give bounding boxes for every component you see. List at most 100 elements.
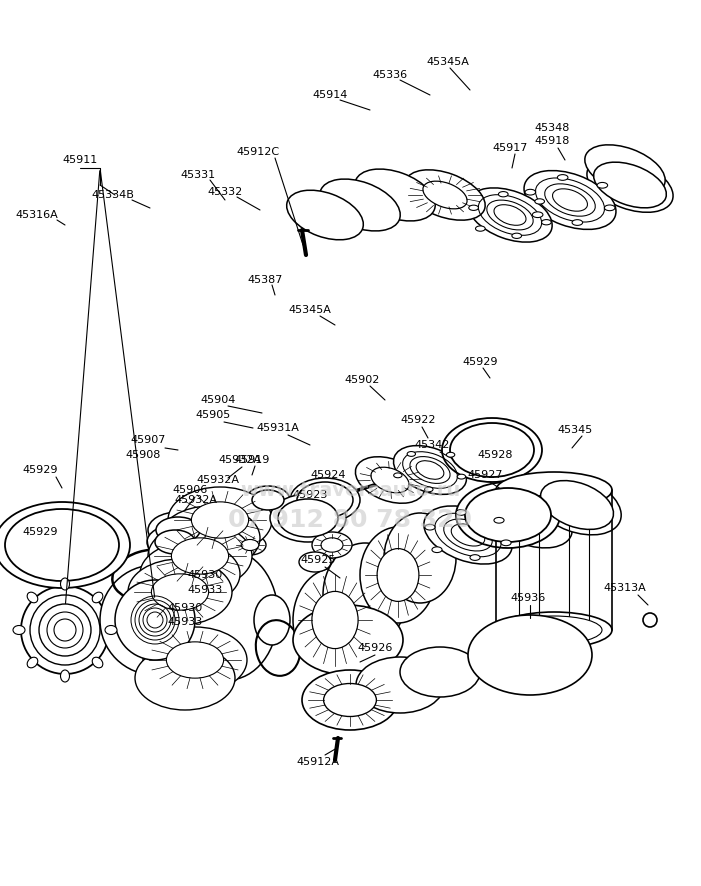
Ellipse shape: [151, 574, 209, 610]
Text: 45313A: 45313A: [604, 583, 646, 593]
Ellipse shape: [360, 527, 436, 623]
Text: 45345A: 45345A: [289, 305, 332, 315]
Ellipse shape: [393, 446, 466, 494]
Ellipse shape: [501, 540, 511, 546]
Ellipse shape: [524, 171, 616, 229]
Ellipse shape: [290, 478, 360, 522]
Text: 45918: 45918: [534, 136, 570, 146]
Ellipse shape: [470, 555, 480, 560]
Ellipse shape: [355, 457, 425, 503]
Ellipse shape: [323, 543, 407, 647]
Ellipse shape: [299, 552, 331, 572]
Text: 45929: 45929: [462, 357, 498, 367]
Text: 45917: 45917: [492, 143, 528, 153]
Ellipse shape: [115, 580, 195, 660]
Ellipse shape: [494, 517, 504, 523]
Ellipse shape: [27, 657, 38, 668]
Ellipse shape: [254, 595, 290, 645]
Ellipse shape: [533, 475, 621, 535]
Ellipse shape: [356, 657, 444, 713]
Ellipse shape: [450, 423, 534, 477]
Ellipse shape: [246, 486, 290, 514]
Text: 45331: 45331: [180, 170, 216, 180]
Text: 45316A: 45316A: [15, 210, 58, 220]
Text: 45932A: 45932A: [175, 495, 217, 505]
Ellipse shape: [400, 647, 480, 697]
Text: 45906: 45906: [172, 485, 207, 495]
Text: 45336: 45336: [372, 70, 407, 80]
Ellipse shape: [425, 525, 435, 530]
Ellipse shape: [252, 490, 284, 510]
Ellipse shape: [321, 538, 343, 552]
Ellipse shape: [278, 499, 338, 537]
Text: 45387: 45387: [247, 275, 283, 285]
Ellipse shape: [293, 605, 403, 675]
Text: 45923: 45923: [292, 490, 327, 500]
Ellipse shape: [13, 626, 25, 634]
Ellipse shape: [312, 591, 358, 649]
Text: 45932A: 45932A: [219, 455, 261, 465]
Ellipse shape: [178, 550, 278, 680]
Text: 45914: 45914: [313, 90, 348, 100]
Text: 45342: 45342: [414, 440, 449, 450]
Ellipse shape: [506, 616, 602, 644]
Ellipse shape: [469, 206, 479, 210]
Text: 45933: 45933: [187, 585, 223, 595]
Ellipse shape: [5, 509, 119, 581]
Text: 45928: 45928: [477, 450, 512, 460]
Ellipse shape: [442, 418, 542, 482]
Ellipse shape: [594, 162, 667, 208]
Text: 45919: 45919: [234, 455, 270, 465]
Ellipse shape: [423, 181, 467, 209]
Text: 45929: 45929: [22, 465, 57, 475]
Ellipse shape: [234, 535, 266, 555]
Ellipse shape: [270, 494, 346, 542]
Text: 45933: 45933: [168, 617, 203, 627]
Ellipse shape: [456, 482, 560, 548]
Ellipse shape: [585, 144, 665, 195]
Circle shape: [643, 613, 657, 627]
Ellipse shape: [432, 547, 442, 553]
Ellipse shape: [93, 657, 103, 668]
Text: 45345A: 45345A: [427, 57, 470, 67]
Ellipse shape: [297, 482, 353, 518]
Ellipse shape: [496, 472, 612, 508]
Ellipse shape: [475, 226, 485, 231]
Text: 45926: 45926: [358, 643, 393, 653]
Text: 45904: 45904: [200, 395, 236, 405]
Ellipse shape: [407, 452, 416, 456]
Text: 45931A: 45931A: [257, 423, 299, 433]
Ellipse shape: [377, 548, 419, 602]
Text: 45932A: 45932A: [196, 475, 240, 485]
Text: 45345: 45345: [557, 425, 592, 435]
Ellipse shape: [60, 578, 69, 590]
Ellipse shape: [394, 473, 402, 478]
Text: 45924: 45924: [311, 470, 346, 480]
Ellipse shape: [424, 506, 512, 564]
Ellipse shape: [160, 506, 260, 570]
Ellipse shape: [496, 612, 612, 648]
Ellipse shape: [355, 169, 435, 221]
Ellipse shape: [324, 683, 376, 717]
Ellipse shape: [465, 488, 551, 542]
Ellipse shape: [143, 627, 247, 693]
Ellipse shape: [148, 512, 208, 548]
Ellipse shape: [535, 198, 545, 204]
Ellipse shape: [312, 532, 352, 558]
Ellipse shape: [572, 220, 583, 225]
Ellipse shape: [456, 509, 466, 516]
Ellipse shape: [302, 670, 398, 730]
Ellipse shape: [512, 233, 522, 238]
Ellipse shape: [27, 592, 38, 602]
Text: 45912C: 45912C: [236, 147, 280, 157]
Ellipse shape: [532, 212, 543, 218]
Ellipse shape: [457, 474, 465, 479]
Ellipse shape: [540, 480, 613, 530]
Text: 45902: 45902: [344, 375, 380, 385]
Ellipse shape: [597, 183, 608, 188]
Ellipse shape: [105, 626, 117, 634]
Ellipse shape: [384, 513, 456, 603]
Ellipse shape: [542, 220, 551, 225]
Text: 45929: 45929: [22, 527, 57, 537]
Text: www.traversauto.ru: www.traversauto.ru: [240, 480, 461, 500]
